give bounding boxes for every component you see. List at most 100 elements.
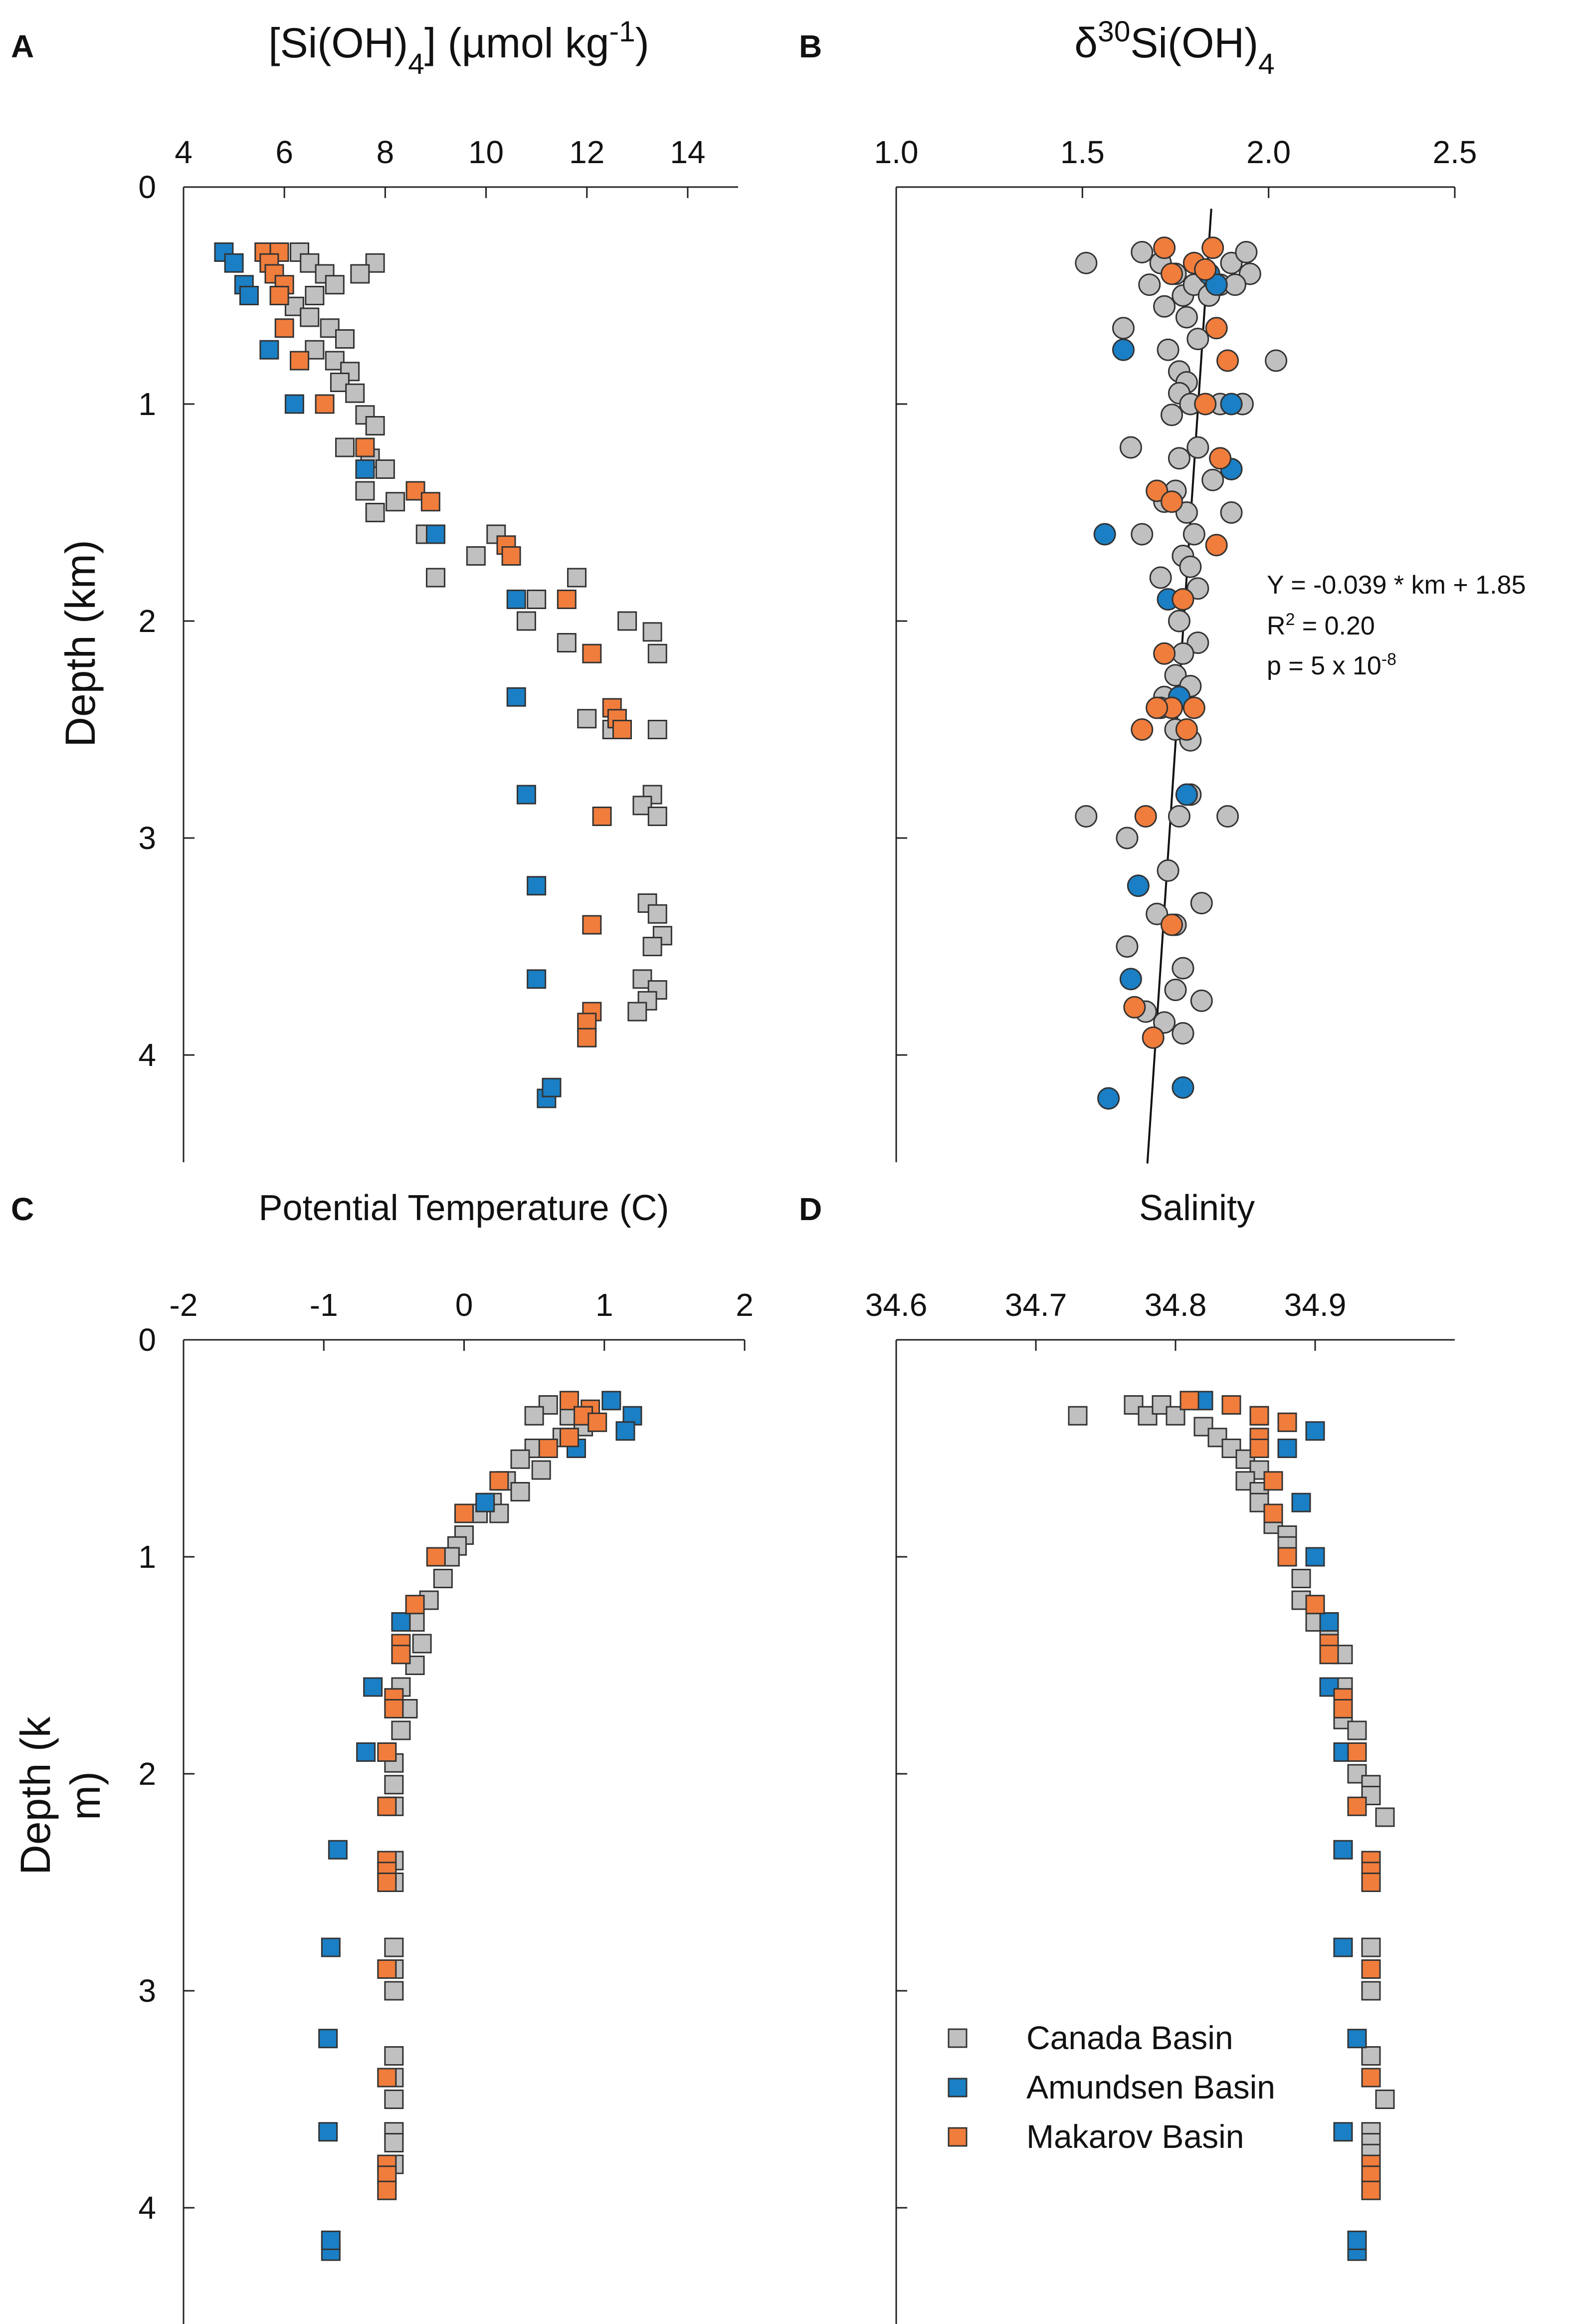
makarov-point bbox=[1182, 696, 1205, 719]
canada-point bbox=[1186, 436, 1209, 459]
canada-point bbox=[1119, 436, 1142, 459]
x-tick-label: 0 bbox=[455, 1287, 473, 1323]
makarov-point bbox=[1277, 1412, 1297, 1432]
amundsen-point bbox=[363, 1677, 383, 1697]
x-tick-label: 34.6 bbox=[865, 1287, 928, 1323]
makarov-point bbox=[1361, 2068, 1381, 2088]
canada-point bbox=[384, 2046, 404, 2066]
canada-point bbox=[405, 1656, 425, 1675]
makarov-point bbox=[1333, 1699, 1353, 1718]
makarov-point bbox=[1175, 718, 1198, 741]
amundsen-point bbox=[516, 785, 536, 805]
amundsen-point bbox=[1119, 968, 1142, 991]
x-tick-label: 34.9 bbox=[1284, 1287, 1347, 1323]
makarov-point bbox=[559, 1428, 579, 1448]
canada-point bbox=[510, 1449, 530, 1469]
canada-point bbox=[466, 546, 486, 566]
canada-point bbox=[1168, 447, 1190, 470]
canada-point bbox=[384, 1981, 404, 2001]
canada-point bbox=[384, 1775, 404, 1795]
axis-title: Salinity bbox=[1139, 1188, 1255, 1228]
x-tick-label: 2.0 bbox=[1246, 134, 1291, 170]
makarov-point bbox=[1194, 258, 1217, 281]
amundsen-point bbox=[259, 340, 279, 360]
makarov-point bbox=[420, 492, 440, 512]
canada-point bbox=[642, 622, 662, 642]
amundsen-point bbox=[542, 1077, 562, 1097]
amundsen-point bbox=[391, 1612, 411, 1632]
canada-point bbox=[617, 611, 637, 631]
amundsen-point bbox=[1305, 1421, 1325, 1441]
makarov-point bbox=[377, 1796, 397, 1816]
x-tick-label: 2.5 bbox=[1433, 134, 1477, 170]
canada-point bbox=[1361, 2046, 1381, 2066]
makarov-point bbox=[538, 1439, 558, 1458]
canada-point bbox=[384, 2133, 404, 2152]
canada-point bbox=[384, 2090, 404, 2109]
canada-point bbox=[345, 383, 365, 403]
amundsen-point bbox=[506, 687, 526, 707]
panel-letter: B bbox=[799, 28, 822, 64]
canada-point bbox=[412, 1634, 432, 1654]
x-tick-label: 8 bbox=[377, 134, 394, 170]
canada-point bbox=[355, 481, 375, 501]
makarov-point bbox=[1263, 1471, 1283, 1491]
canada-point bbox=[335, 329, 355, 349]
y-tick-label: 2 bbox=[138, 603, 156, 639]
amundsen-point bbox=[527, 876, 547, 896]
makarov-point bbox=[377, 1873, 397, 1892]
amundsen-point bbox=[1205, 273, 1228, 296]
canada-point bbox=[1361, 1786, 1381, 1805]
y-tick-label: 0 bbox=[138, 169, 156, 205]
makarov-point bbox=[1123, 996, 1146, 1019]
panel-d: D Salinity 34.6 34.7 34.8 34.9 bbox=[799, 1188, 1455, 2324]
y-axis-label-continued: m) bbox=[62, 1771, 109, 1820]
amundsen-point bbox=[1172, 1076, 1194, 1099]
x-tick-label: -2 bbox=[170, 1287, 198, 1323]
makarov-point bbox=[391, 1645, 411, 1665]
canada-point bbox=[300, 307, 320, 327]
makarov-point bbox=[1216, 349, 1239, 372]
canada-point bbox=[1131, 241, 1154, 263]
panel-letter: D bbox=[799, 1191, 822, 1227]
canada-point bbox=[557, 633, 577, 652]
x-tick-label: 6 bbox=[275, 134, 293, 170]
amundsen-point bbox=[475, 1492, 495, 1512]
makarov-point bbox=[1194, 393, 1217, 416]
amundsen-point bbox=[1127, 874, 1150, 897]
makarov-point bbox=[1134, 805, 1157, 828]
canada-point bbox=[1068, 1406, 1088, 1426]
amundsen-point bbox=[318, 2122, 338, 2142]
amundsen-point bbox=[1333, 1937, 1353, 1957]
makarov-point bbox=[1161, 262, 1183, 285]
canada-point bbox=[1168, 610, 1190, 633]
canada-point bbox=[325, 275, 345, 295]
amundsen-point bbox=[1305, 1547, 1325, 1567]
panel-c: C Potential Temperature (C) -2 -1 0 1 2 0 1 2 3 4 De… bbox=[11, 1188, 754, 2324]
amundsen-point bbox=[355, 459, 375, 479]
y-tick-label: 2 bbox=[138, 1756, 156, 1792]
x-tick-label: 34.8 bbox=[1145, 1287, 1207, 1323]
amundsen-point bbox=[615, 1421, 635, 1441]
legend-amundsen-marker bbox=[948, 2078, 968, 2098]
makarov-point bbox=[557, 590, 577, 609]
legend-makarov-marker bbox=[948, 2127, 968, 2147]
makarov-point bbox=[426, 1547, 446, 1567]
makarov-point bbox=[582, 915, 602, 935]
canada-point bbox=[1153, 1011, 1176, 1034]
canada-point bbox=[524, 1406, 544, 1426]
x-tick-label: 34.7 bbox=[1005, 1287, 1067, 1323]
canada-point bbox=[335, 437, 355, 457]
makarov-point bbox=[1201, 236, 1224, 259]
canada-point bbox=[391, 1720, 411, 1740]
canada-point bbox=[1131, 523, 1154, 546]
canada-point bbox=[1223, 273, 1246, 296]
makarov-point bbox=[588, 1412, 607, 1432]
x-tick-label: 1 bbox=[595, 1287, 613, 1323]
canada-point bbox=[1116, 827, 1139, 849]
canada-point bbox=[1075, 251, 1098, 274]
canada-point bbox=[1221, 1439, 1241, 1458]
makarov-point bbox=[1161, 490, 1183, 513]
canada-point bbox=[1172, 957, 1194, 980]
